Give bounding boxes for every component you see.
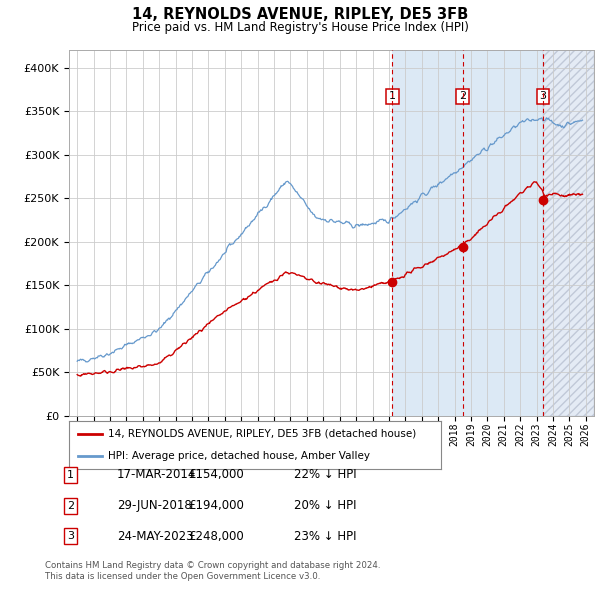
Text: 17-MAR-2014: 17-MAR-2014 [117, 468, 196, 481]
Bar [392, 50, 543, 416]
Text: 3: 3 [67, 532, 74, 541]
Text: 24-MAY-2023: 24-MAY-2023 [117, 530, 193, 543]
Text: Price paid vs. HM Land Registry's House Price Index (HPI): Price paid vs. HM Land Registry's House … [131, 21, 469, 34]
Text: 20% ↓ HPI: 20% ↓ HPI [294, 499, 356, 512]
Text: 29-JUN-2018: 29-JUN-2018 [117, 499, 192, 512]
Text: Contains HM Land Registry data © Crown copyright and database right 2024.
This d: Contains HM Land Registry data © Crown c… [45, 561, 380, 581]
Text: 14, REYNOLDS AVENUE, RIPLEY, DE5 3FB: 14, REYNOLDS AVENUE, RIPLEY, DE5 3FB [132, 7, 468, 22]
Text: 1: 1 [67, 470, 74, 480]
Text: 14, REYNOLDS AVENUE, RIPLEY, DE5 3FB (detached house): 14, REYNOLDS AVENUE, RIPLEY, DE5 3FB (de… [108, 429, 416, 439]
Text: 3: 3 [539, 91, 547, 101]
Text: 1: 1 [389, 91, 396, 101]
Text: 2: 2 [459, 91, 466, 101]
Text: £248,000: £248,000 [188, 530, 244, 543]
Text: 22% ↓ HPI: 22% ↓ HPI [294, 468, 356, 481]
Text: £154,000: £154,000 [188, 468, 244, 481]
Text: HPI: Average price, detached house, Amber Valley: HPI: Average price, detached house, Ambe… [108, 451, 370, 461]
Bar [543, 50, 594, 416]
Text: 2: 2 [67, 501, 74, 510]
Text: 23% ↓ HPI: 23% ↓ HPI [294, 530, 356, 543]
Text: £194,000: £194,000 [188, 499, 244, 512]
